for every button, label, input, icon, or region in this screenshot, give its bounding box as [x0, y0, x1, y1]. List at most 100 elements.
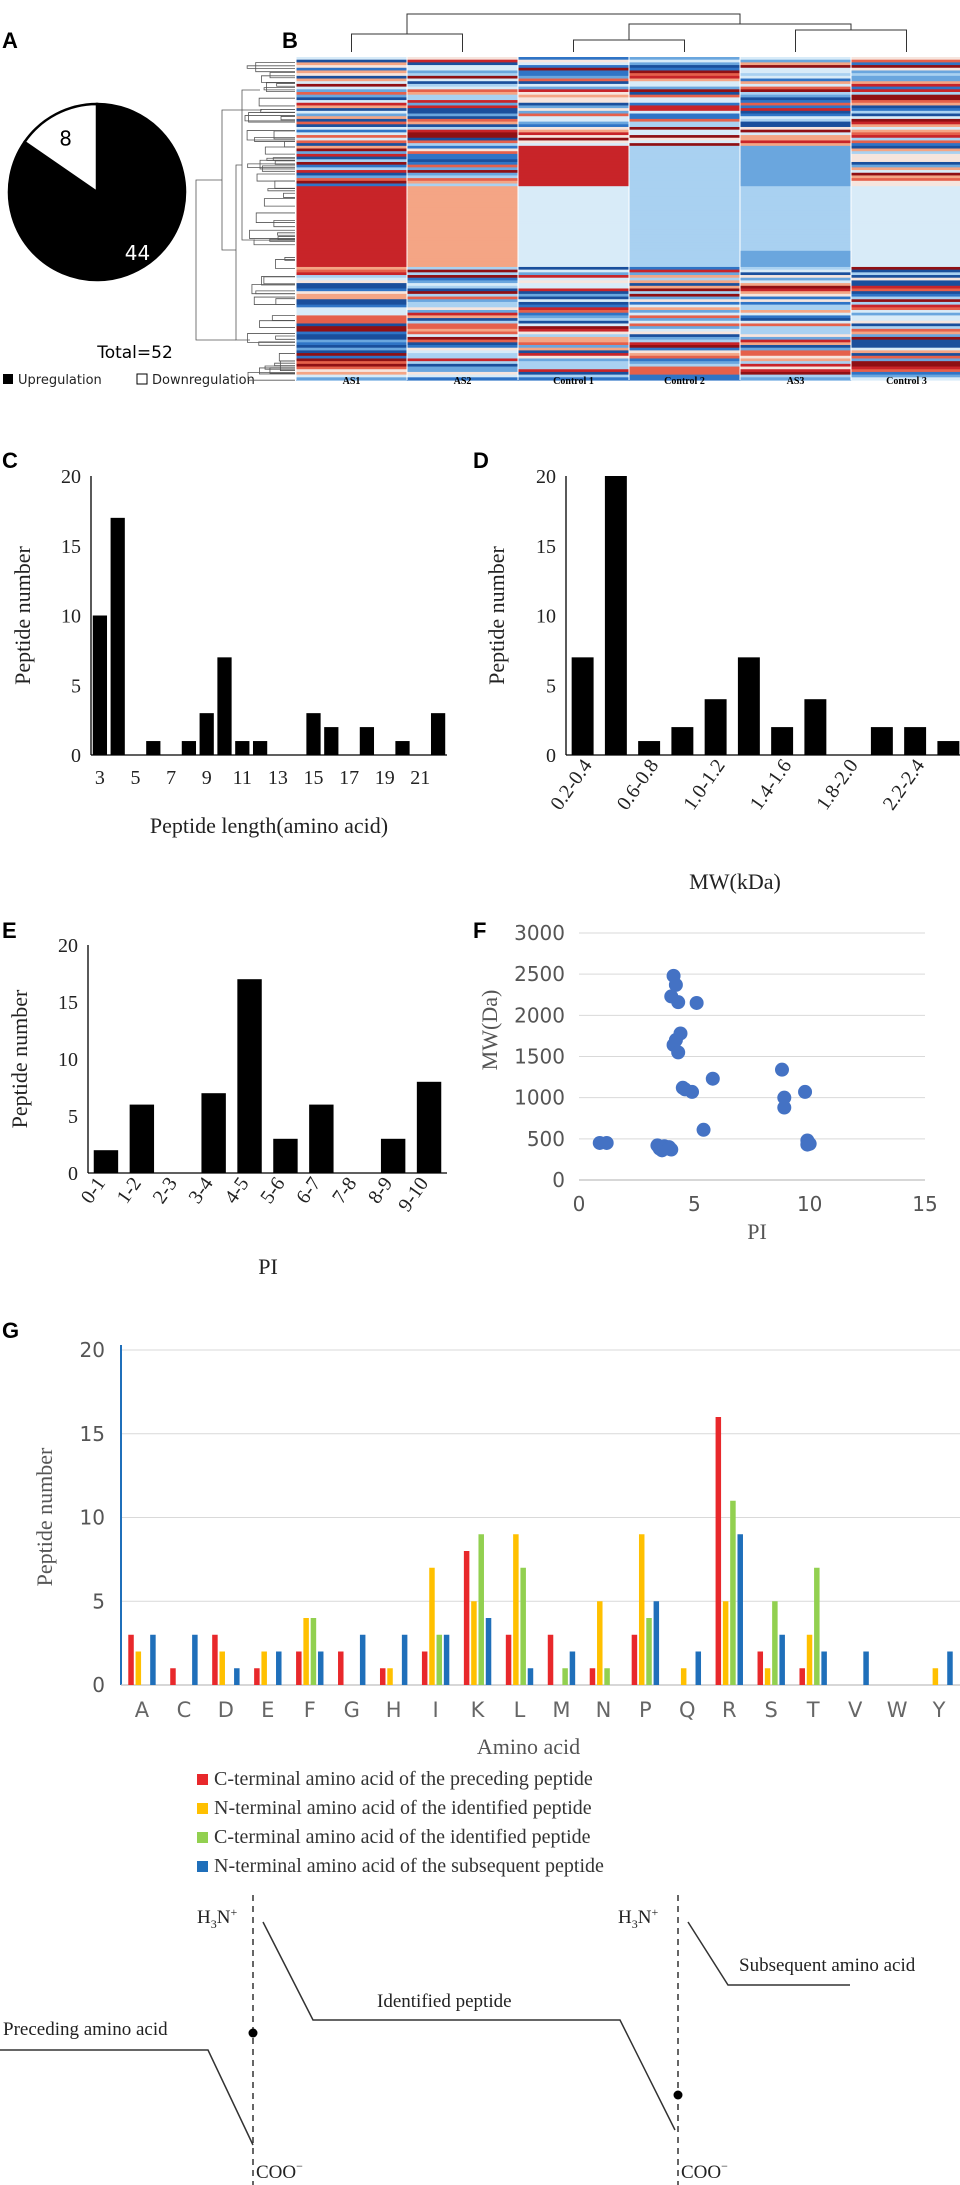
heatmap-cell — [518, 89, 630, 93]
heatmap-cell — [851, 159, 960, 163]
heatmap-cell — [296, 374, 408, 378]
heatmap-cell — [407, 113, 519, 117]
x-tick-label: N — [596, 1698, 612, 1722]
heatmap-cell — [851, 345, 960, 349]
heatmap-cell — [629, 159, 741, 163]
heatmap-cell — [851, 83, 960, 88]
x-tick-label: 5 — [131, 767, 141, 789]
heatmap-cell — [518, 223, 630, 228]
row-dendrogram-branch — [247, 333, 295, 343]
heatmap-cell — [296, 293, 408, 298]
heatmap-cell — [518, 331, 630, 335]
heatmap-cell — [518, 183, 630, 187]
heatmap-cell — [629, 81, 741, 85]
heatmap-cell — [296, 347, 408, 351]
heatmap-cell — [518, 307, 630, 311]
heatmap-column-label: Control 3 — [886, 376, 927, 387]
x-tick-label: 13 — [268, 767, 288, 789]
bar-K-series-0 — [463, 1551, 470, 1685]
heatmap-cell — [851, 210, 960, 214]
y-axis-title: Peptide number — [32, 1447, 57, 1586]
heatmap-cell — [407, 135, 519, 139]
heatmap-cell — [851, 242, 960, 247]
heatmap-cell — [740, 183, 852, 187]
heatmap-cell — [629, 118, 741, 123]
heatmap-cell — [296, 167, 408, 171]
heatmap-cell — [629, 377, 741, 381]
heatmap-cell — [851, 361, 960, 365]
x-tick-label: A — [135, 1698, 150, 1722]
heatmap-cell — [407, 132, 519, 136]
heatmap-cell — [629, 135, 741, 139]
heatmap-cell — [740, 73, 852, 77]
heatmap-cell — [851, 199, 960, 203]
heatmap-cell — [629, 164, 741, 168]
heatmap-cell — [296, 143, 408, 147]
heatmap-cell — [629, 245, 741, 249]
heatmap-cell — [740, 296, 852, 300]
heatmap-cell — [296, 186, 408, 190]
heatmap-cell — [629, 145, 741, 150]
heatmap-cell — [740, 280, 852, 284]
bar-T-series-1 — [806, 1634, 813, 1685]
heatmap-cell — [518, 108, 630, 112]
heatmap-cell — [629, 248, 741, 252]
heatmap-cell — [296, 261, 408, 265]
heatmap-cell — [407, 191, 519, 195]
heatmap-cell — [851, 213, 960, 217]
bar-H-series-3 — [401, 1634, 408, 1685]
x-tick-label: 0 — [573, 1192, 586, 1216]
heatmap-cell — [851, 363, 960, 368]
x-tick-label: 8-9 — [364, 1173, 397, 1207]
heatmap-cell — [740, 140, 852, 144]
heatmap-cell — [296, 320, 408, 325]
pie-value-label-downregulation: 8 — [59, 127, 72, 151]
heatmap-cell — [629, 167, 741, 171]
row-dendrogram-branch — [272, 157, 295, 161]
legend-label-series-2: C-terminal amino acid of the identified … — [214, 1826, 591, 1848]
heatmap-cell — [296, 81, 408, 85]
bar-0.6-0.8 — [638, 741, 661, 755]
heatmap-cell — [296, 161, 408, 166]
bar-P-series-2 — [646, 1618, 652, 1685]
heatmap-cell — [518, 145, 630, 150]
heatmap-cell — [518, 191, 630, 195]
y-axis-title: Peptide number — [7, 989, 32, 1128]
y-tick-label: 5 — [92, 1589, 105, 1613]
heatmap-cell — [518, 188, 630, 193]
heatmap-cell — [740, 207, 852, 212]
heatmap-cell — [851, 140, 960, 144]
heatmap-cell — [518, 159, 630, 163]
heatmap-cell — [629, 94, 741, 98]
heatmap-cell — [407, 242, 519, 247]
bar-N-series-2 — [604, 1668, 610, 1685]
heatmap-cell — [740, 283, 852, 287]
heatmap-cell — [851, 116, 960, 120]
heatmap-cell — [629, 312, 741, 316]
heatmap-cell — [740, 91, 852, 96]
heatmap-cell — [518, 320, 630, 325]
heatmap-cell — [407, 70, 519, 74]
heatmap-cell — [629, 374, 741, 378]
heatmap-cell — [740, 175, 852, 179]
bar-18 — [359, 727, 375, 755]
heatmap-cell — [407, 161, 519, 166]
heatmap-cell — [851, 161, 960, 166]
heatmap-cell — [629, 363, 741, 368]
heatmap-cell — [740, 358, 852, 362]
heatmap-cell — [518, 326, 630, 330]
h3n-label-right: H3N+ — [618, 1905, 658, 1931]
row-dendrogram-branch — [253, 239, 295, 246]
heatmap-cell — [740, 118, 852, 123]
x-axis-title: MW(kDa) — [689, 869, 781, 894]
heatmap-cell — [296, 83, 408, 88]
heatmap-cell — [740, 132, 852, 136]
heatmap-cell — [407, 256, 519, 260]
heatmap-cell — [407, 91, 519, 96]
heatmap-cell — [407, 73, 519, 77]
heatmap-cell — [629, 299, 741, 303]
heatmap-cell — [518, 143, 630, 147]
bar-A-series-0 — [128, 1634, 134, 1685]
row-dendrogram-branch — [256, 173, 295, 182]
heatmap-cell — [740, 196, 852, 201]
